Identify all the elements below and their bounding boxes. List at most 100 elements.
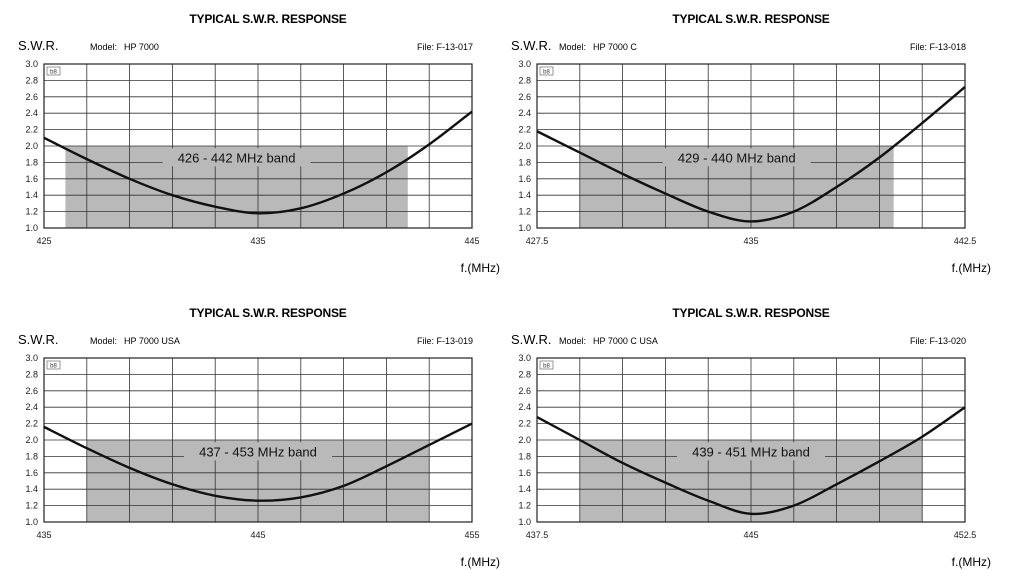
model-label: Model: [559,42,586,52]
y-tick-label: 2.2 [25,419,38,429]
x-axis-label: f.(MHz) [461,261,500,275]
y-tick-label: 2.2 [25,125,38,135]
x-tick-label: 427.5 [526,236,549,246]
swr-chart: TYPICAL S.W.R. RESPONSE S.W.R. Model: HP… [18,306,500,569]
x-tick-label: 442.5 [954,236,977,246]
plot-frame [536,63,966,229]
x-tick-label: 445 [743,530,758,540]
plot-frame [43,357,473,523]
y-tick-label: 2.0 [518,435,531,445]
y-tick-label: 1.6 [518,174,531,184]
x-axis-label: f.(MHz) [461,555,500,569]
y-tick-label: 2.4 [25,108,38,118]
y-tick-label: 1.2 [25,501,38,511]
swr-curve [43,422,473,502]
model-name: HP 7000 C USA [593,336,658,346]
x-tick-label: 435 [250,236,265,246]
swr-chart-panel: TYPICAL S.W.R. RESPONSE S.W.R. Model: HP… [511,6,1001,276]
y-tick-label: 1.0 [25,223,38,233]
flag-label: b8 [543,364,550,370]
flag-label: b8 [50,70,57,76]
y-tick-label: 2.8 [25,75,38,85]
y-tick-label: 2.4 [25,402,38,412]
y-tick-label: 2.6 [25,92,38,102]
y-axis-label: S.W.R. [18,332,58,347]
file-id: File: F-13-018 [910,42,966,52]
y-tick-label: 2.8 [518,75,531,85]
model-label: Model: [559,336,586,346]
swr-chart-panel: TYPICAL S.W.R. RESPONSE S.W.R. Model: HP… [18,300,508,570]
y-tick-label: 1.8 [25,451,38,461]
y-tick-label: 2.6 [25,386,38,396]
band-label-bg [677,442,825,461]
y-tick-label: 1.4 [518,484,531,494]
y-tick-label: 1.2 [25,207,38,217]
plot-frame [536,357,966,523]
model-label: Model: [90,336,117,346]
y-tick-label: 2.0 [518,141,531,151]
y-tick-label: 2.0 [25,141,38,151]
swr-chart: TYPICAL S.W.R. RESPONSE S.W.R. Model: HP… [18,12,500,275]
swr-curve [43,110,473,215]
swr-chart: TYPICAL S.W.R. RESPONSE S.W.R. Model: HP… [511,12,991,275]
x-tick-label: 452.5 [954,530,977,540]
y-axis-label: S.W.R. [18,38,58,53]
chart-title: TYPICAL S.W.R. RESPONSE [189,12,346,26]
model-label: Model: [90,42,117,52]
x-tick-label: 435 [36,530,51,540]
y-axis-label: S.W.R. [511,332,551,347]
swr-curve [536,406,966,516]
y-tick-label: 1.8 [518,157,531,167]
plot-area: 1.0 1.2 1.4 1.6 1.8 2.0 2.2 2.4 2.6 2.8 3.0 b8 439 -… [518,353,976,540]
y-tick-label: 1.6 [518,468,531,478]
y-tick-label: 2.2 [518,419,531,429]
band-label-bg [662,148,811,167]
flag-box [539,360,554,370]
band-label-bg [184,442,332,461]
flag-box [46,66,61,76]
band-label: 426 - 442 MHz band [178,150,296,165]
flag-box [539,66,554,76]
y-tick-label: 1.6 [25,174,38,184]
y-tick-label: 2.6 [518,92,531,102]
y-tick-label: 2.8 [518,369,531,379]
y-tick-label: 3.0 [25,59,38,69]
x-tick-label: 425 [36,236,51,246]
y-tick-label: 1.4 [25,484,38,494]
chart-title: TYPICAL S.W.R. RESPONSE [672,306,829,320]
swr-curve [536,86,966,223]
y-tick-label: 2.0 [25,435,38,445]
y-tick-label: 1.2 [518,501,531,511]
file-id: File: F-13-017 [417,42,473,52]
x-axis-label: f.(MHz) [952,555,991,569]
flag-label: b8 [543,70,550,76]
y-tick-label: 1.2 [518,207,531,217]
y-tick-label: 1.6 [25,468,38,478]
y-tick-label: 1.8 [518,451,531,461]
plot-area: 1.0 1.2 1.4 1.6 1.8 2.0 2.2 2.4 2.6 2.8 3.0 b8 426 -… [25,59,479,246]
flag-box [46,360,61,370]
y-tick-label: 3.0 [518,59,531,69]
swr-chart-panel: TYPICAL S.W.R. RESPONSE S.W.R. Model: HP… [511,300,1001,570]
x-tick-label: 445 [464,236,479,246]
band-label-bg [162,148,311,167]
y-tick-label: 1.8 [25,157,38,167]
y-tick-label: 1.4 [518,190,531,200]
x-axis-label: f.(MHz) [952,261,991,275]
chart-title: TYPICAL S.W.R. RESPONSE [189,306,346,320]
file-id: File: F-13-020 [910,336,966,346]
model-name: HP 7000 [124,42,159,52]
chart-title: TYPICAL S.W.R. RESPONSE [672,12,829,26]
file-id: File: F-13-019 [417,336,473,346]
model-name: HP 7000 USA [124,336,180,346]
y-tick-label: 1.0 [518,223,531,233]
flag-label: b8 [50,364,57,370]
y-tick-label: 1.0 [25,517,38,527]
model-name: HP 7000 C [593,42,637,52]
y-tick-label: 2.8 [25,369,38,379]
y-tick-label: 1.4 [25,190,38,200]
plot-area: 1.0 1.2 1.4 1.6 1.8 2.0 2.2 2.4 2.6 2.8 3.0 b8 429 -… [518,59,976,246]
plot-frame [43,63,473,229]
y-tick-label: 2.4 [518,108,531,118]
band-label: 429 - 440 MHz band [678,150,796,165]
